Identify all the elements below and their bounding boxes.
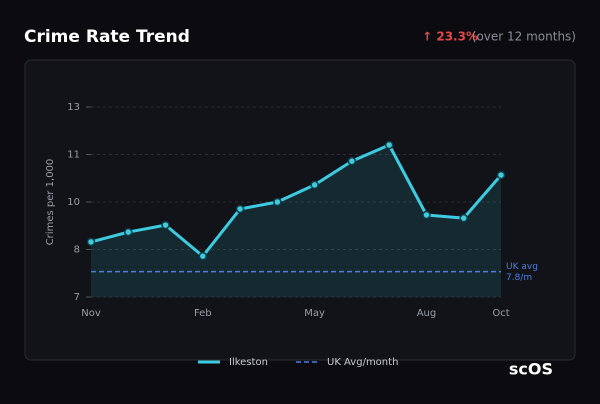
point <box>459 213 468 223</box>
x-tick-label: May <box>304 308 325 319</box>
legend-label: UK Avg/month <box>327 357 398 368</box>
y-tick-label: 13 <box>67 102 80 113</box>
x-tick-label: Nov <box>81 308 101 319</box>
y-tick-label: 7 <box>74 292 80 303</box>
point <box>198 251 208 261</box>
point <box>310 180 319 190</box>
x-tick-label: Oct <box>492 308 509 319</box>
x-tick-label: Aug <box>417 308 437 319</box>
reference-label: UK avg <box>506 262 538 272</box>
point <box>347 156 357 166</box>
line <box>90 143 503 258</box>
y-tick-label: 10 <box>67 197 80 208</box>
area <box>91 145 501 297</box>
panel <box>24 59 576 361</box>
point <box>384 140 394 150</box>
logo: scOS <box>509 360 553 379</box>
y-label: Crimes per 1,000 <box>45 159 56 246</box>
change: ↑ 23.3% <box>422 30 478 44</box>
title: Crime Rate Trend <box>24 27 190 47</box>
point <box>86 237 96 247</box>
reference-value: 7.8/m <box>506 273 532 283</box>
point <box>496 170 506 180</box>
period: (over 12 months) <box>472 30 576 44</box>
point <box>235 204 245 214</box>
legend-label: Ilkeston <box>229 357 268 368</box>
point <box>273 197 282 207</box>
point <box>161 220 170 230</box>
y-tick-label: 8 <box>74 245 80 256</box>
point <box>422 210 431 220</box>
x-tick-label: Feb <box>194 308 212 319</box>
y-tick-label: 11 <box>67 150 80 161</box>
point <box>124 227 133 237</box>
